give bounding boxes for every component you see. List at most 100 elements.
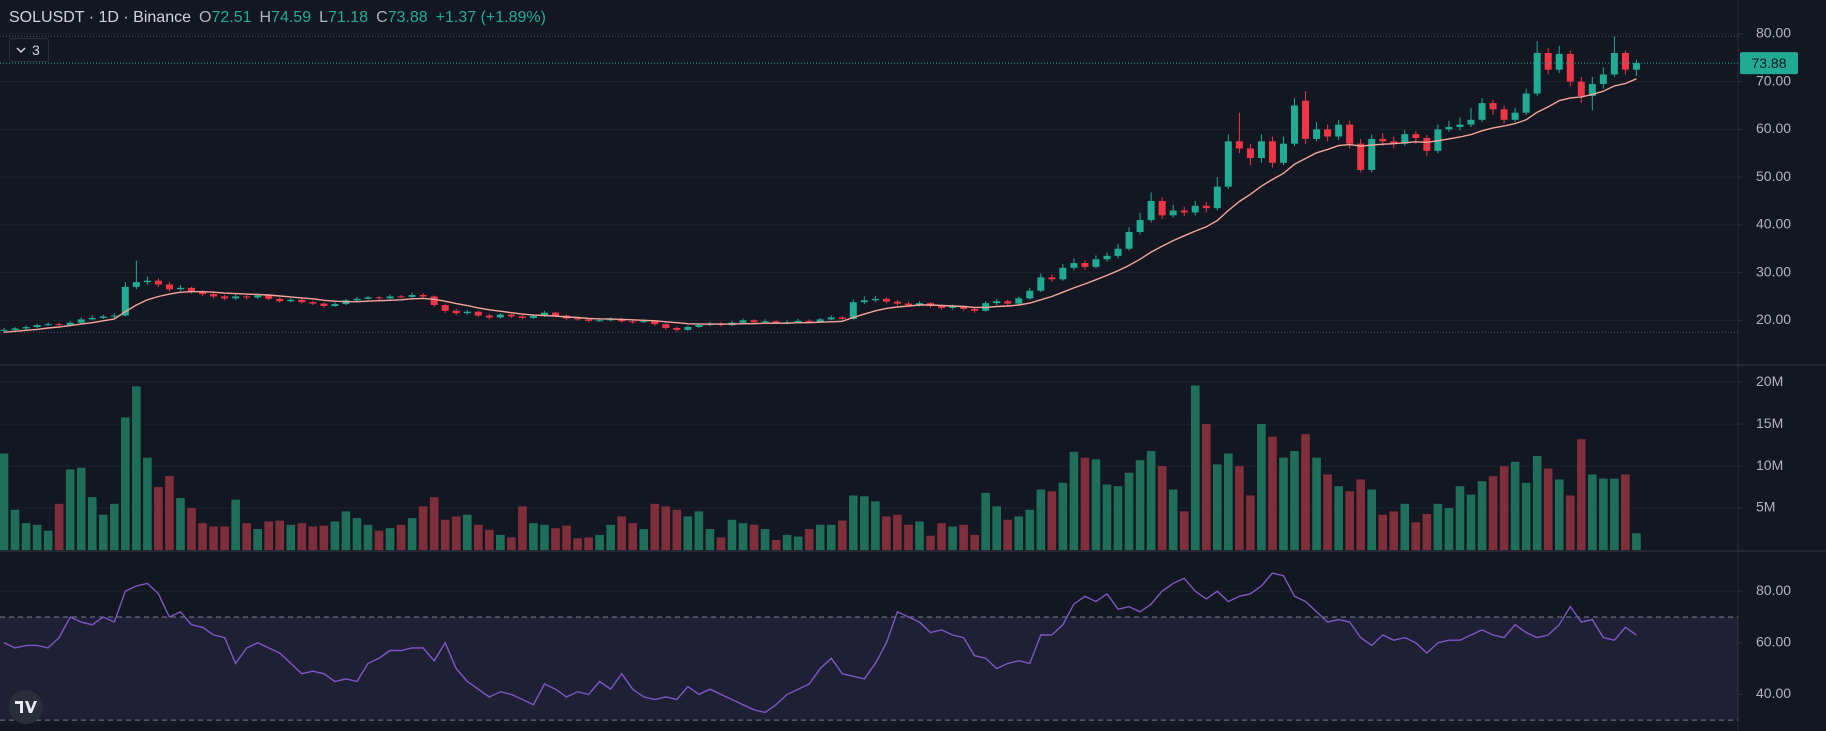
volume-bar — [683, 516, 693, 550]
volume-bar — [882, 516, 891, 550]
level-band — [0, 616, 1738, 721]
moving-average-line — [3, 78, 1637, 333]
candle-body — [893, 301, 901, 304]
volume-bar — [286, 524, 296, 550]
volume-bar — [187, 508, 196, 550]
volume-bar — [849, 495, 858, 550]
volume-bar — [804, 529, 814, 550]
volume-bar — [1345, 491, 1354, 550]
candle-body — [265, 295, 273, 299]
volume-bar — [1213, 464, 1222, 550]
symbol-title[interactable]: SOLUSDT · 1D · Binance — [9, 9, 191, 26]
volume-bar — [32, 524, 42, 550]
volume-bar — [529, 523, 538, 550]
candle-body — [485, 315, 493, 318]
volume-bar — [837, 520, 847, 550]
candle-body — [596, 320, 604, 322]
y-tick-label: 70.00 — [1756, 72, 1791, 88]
volume-bar — [496, 534, 505, 550]
y-tick-label: 50.00 — [1756, 168, 1791, 184]
candle-body — [1390, 141, 1398, 144]
volume-bar — [1290, 450, 1299, 550]
ohlc-label: C — [376, 9, 388, 26]
volume-bar — [1455, 486, 1465, 550]
volume-bar — [485, 529, 494, 550]
candle-body — [386, 296, 394, 299]
volume-bar — [65, 469, 75, 550]
volume-bar — [826, 524, 836, 550]
candle-body — [772, 321, 780, 323]
volume-bar — [308, 526, 318, 550]
candle-body — [1302, 100, 1310, 139]
volume-bar — [948, 526, 957, 550]
volume-bar — [628, 523, 638, 550]
volume-bar — [1168, 489, 1178, 550]
candle-body — [88, 317, 96, 320]
last-price-label: 73.88 — [1751, 55, 1786, 71]
volume-bar — [1080, 457, 1090, 550]
volume-bar — [396, 524, 406, 550]
volume-bar — [132, 386, 141, 550]
candle-body — [1235, 141, 1243, 149]
volume-bar — [363, 524, 373, 550]
ohlc-value: 72.51 — [211, 9, 252, 26]
candle-body — [132, 282, 140, 287]
candle-body — [904, 303, 912, 306]
volume-bar — [110, 503, 119, 550]
rsi-line — [3, 572, 1637, 714]
candle-body — [143, 280, 151, 283]
candle-body — [1213, 186, 1221, 209]
indicators-toggle[interactable]: 3 — [9, 38, 49, 62]
volume-bar — [1190, 385, 1200, 550]
volume-bar — [1389, 511, 1399, 550]
candle-body — [430, 296, 438, 306]
volume-bar — [705, 529, 715, 550]
candle-body — [750, 320, 758, 323]
candle-body — [1610, 52, 1618, 75]
candle-body — [11, 328, 19, 330]
candle-body — [1456, 124, 1464, 127]
volume-bar — [98, 514, 108, 550]
volume-bar — [43, 530, 53, 550]
candle-body — [33, 325, 41, 328]
volume-bar — [926, 535, 935, 550]
candle-body — [860, 300, 868, 303]
candle-body — [1191, 205, 1199, 213]
volume-bar — [242, 523, 251, 550]
candle-body — [971, 308, 979, 311]
volume-bar — [1610, 478, 1619, 550]
candle-body — [441, 305, 449, 311]
candle-body — [66, 322, 74, 326]
candle-body — [1048, 277, 1056, 280]
candle-body — [210, 294, 218, 297]
volume-bar — [1025, 509, 1035, 550]
tv-logo[interactable] — [9, 690, 43, 724]
candle-body — [882, 298, 890, 302]
candle-body — [949, 306, 957, 308]
candle-body — [529, 316, 537, 318]
volume-bar — [1146, 450, 1156, 550]
volume-bar — [418, 506, 428, 550]
volume-bar — [1356, 479, 1365, 550]
volume-bar — [1466, 494, 1476, 550]
volume-bar — [584, 537, 593, 550]
candle-body — [331, 304, 339, 306]
candle-body — [397, 296, 405, 298]
candle-body — [1500, 109, 1508, 120]
volume-bar — [1279, 457, 1288, 550]
volume-bar — [606, 524, 615, 550]
candle-body — [44, 324, 52, 326]
candle-body — [651, 321, 659, 325]
volume-bar — [1433, 503, 1443, 550]
candle-body — [1004, 301, 1012, 304]
volume-bar — [1521, 482, 1531, 550]
volume-bar — [297, 523, 307, 550]
candle-body — [232, 296, 240, 299]
volume-bar — [1301, 434, 1310, 550]
volume-bar — [1554, 479, 1564, 550]
volume-bar — [253, 529, 262, 550]
candle-body — [739, 320, 747, 323]
volume-bar — [1565, 495, 1575, 550]
